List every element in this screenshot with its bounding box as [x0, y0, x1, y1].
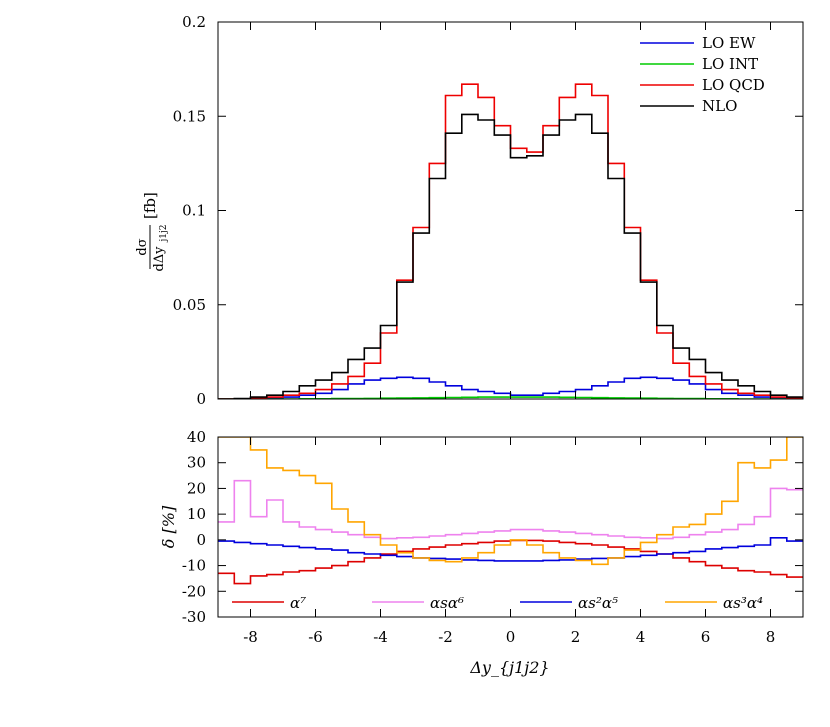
bottom-xtick-label: 0 [506, 628, 516, 646]
legend-label-0: LO EW [702, 34, 756, 52]
bottom-xlabel: Δy_{j1j2} [469, 658, 549, 677]
bottom-ticks [218, 436, 803, 618]
bottom-ytick-label: 0 [196, 531, 206, 549]
bottom-ytick-label: 40 [187, 428, 206, 446]
bottom-series-group [218, 437, 803, 585]
bottom-xtick-label: -8 [243, 628, 258, 646]
bottom-ylabel: δ [%] [159, 505, 178, 548]
ylabel-unit: [fb] [141, 192, 159, 219]
legend-label-3: NLO [702, 97, 737, 115]
bottom-xtick-label: -4 [373, 628, 388, 646]
bottom-xtick-label: 2 [571, 628, 581, 646]
top-ytick-label: 0.1 [182, 202, 206, 220]
top-series-line-2 [218, 83, 803, 399]
ylabel-subscript: j1j2 [159, 224, 169, 242]
top-panel: 0 0.05 0.1 0.15 0.2 LO EW LO INT LO QCD NLO dσ … [135, 13, 804, 408]
delta-legend-label-1: αsα⁶ [430, 594, 464, 612]
top-ytick-label: 0 [196, 390, 206, 408]
top-ytick-label: 0.2 [182, 13, 206, 31]
bottom-ytick-label: -30 [182, 608, 206, 626]
ylabel-numerator: dσ [135, 238, 150, 255]
bottom-ytick-label: 30 [187, 454, 206, 472]
ylabel-denominator: dΔy [152, 246, 167, 272]
delta-legend-label-3: αs³α⁴ [723, 594, 763, 612]
top-ytick-label: 0.05 [173, 296, 206, 314]
top-ylabel: dσ dΔy j1j2 [fb] [135, 192, 169, 271]
bottom-series-line-1 [218, 479, 803, 540]
legend-label-1: LO INT [702, 55, 758, 73]
top-ytick-label: 0.15 [173, 107, 206, 125]
top-series-line-3 [218, 113, 803, 399]
bottom-xtick-label: 6 [701, 628, 711, 646]
delta-legend-label-2: αs²α⁵ [578, 594, 618, 612]
top-yticklabels: 0 0.05 0.1 0.15 0.2 [173, 13, 206, 408]
bottom-ytick-label: 20 [187, 479, 206, 497]
bottom-xtick-label: 8 [766, 628, 776, 646]
bottom-ytick-label: -20 [182, 582, 206, 600]
bottom-xtick-label: 4 [636, 628, 646, 646]
top-legend: LO EW LO INT LO QCD NLO [640, 34, 765, 115]
bottom-ytick-label: 10 [187, 505, 206, 523]
bottom-ytick-label: -10 [182, 557, 206, 575]
top-ticks [218, 21, 803, 400]
bottom-yticklabels: -30 -20 -10 0 10 20 30 40 [182, 428, 206, 626]
top-series-group [218, 83, 803, 399]
bottom-series-line-3 [218, 437, 803, 566]
bottom-xticklabels: -8 -6 -4 -2 0 2 4 6 8 [243, 628, 775, 646]
bottom-series-line-2 [218, 537, 803, 562]
delta-legend-label-0: α⁷ [290, 594, 306, 612]
bottom-xtick-label: -2 [438, 628, 453, 646]
bottom-legend: α⁷ αsα⁶ αs²α⁵ αs³α⁴ [232, 594, 763, 612]
bottom-xtick-label: -6 [308, 628, 323, 646]
legend-label-2: LO QCD [702, 76, 765, 94]
